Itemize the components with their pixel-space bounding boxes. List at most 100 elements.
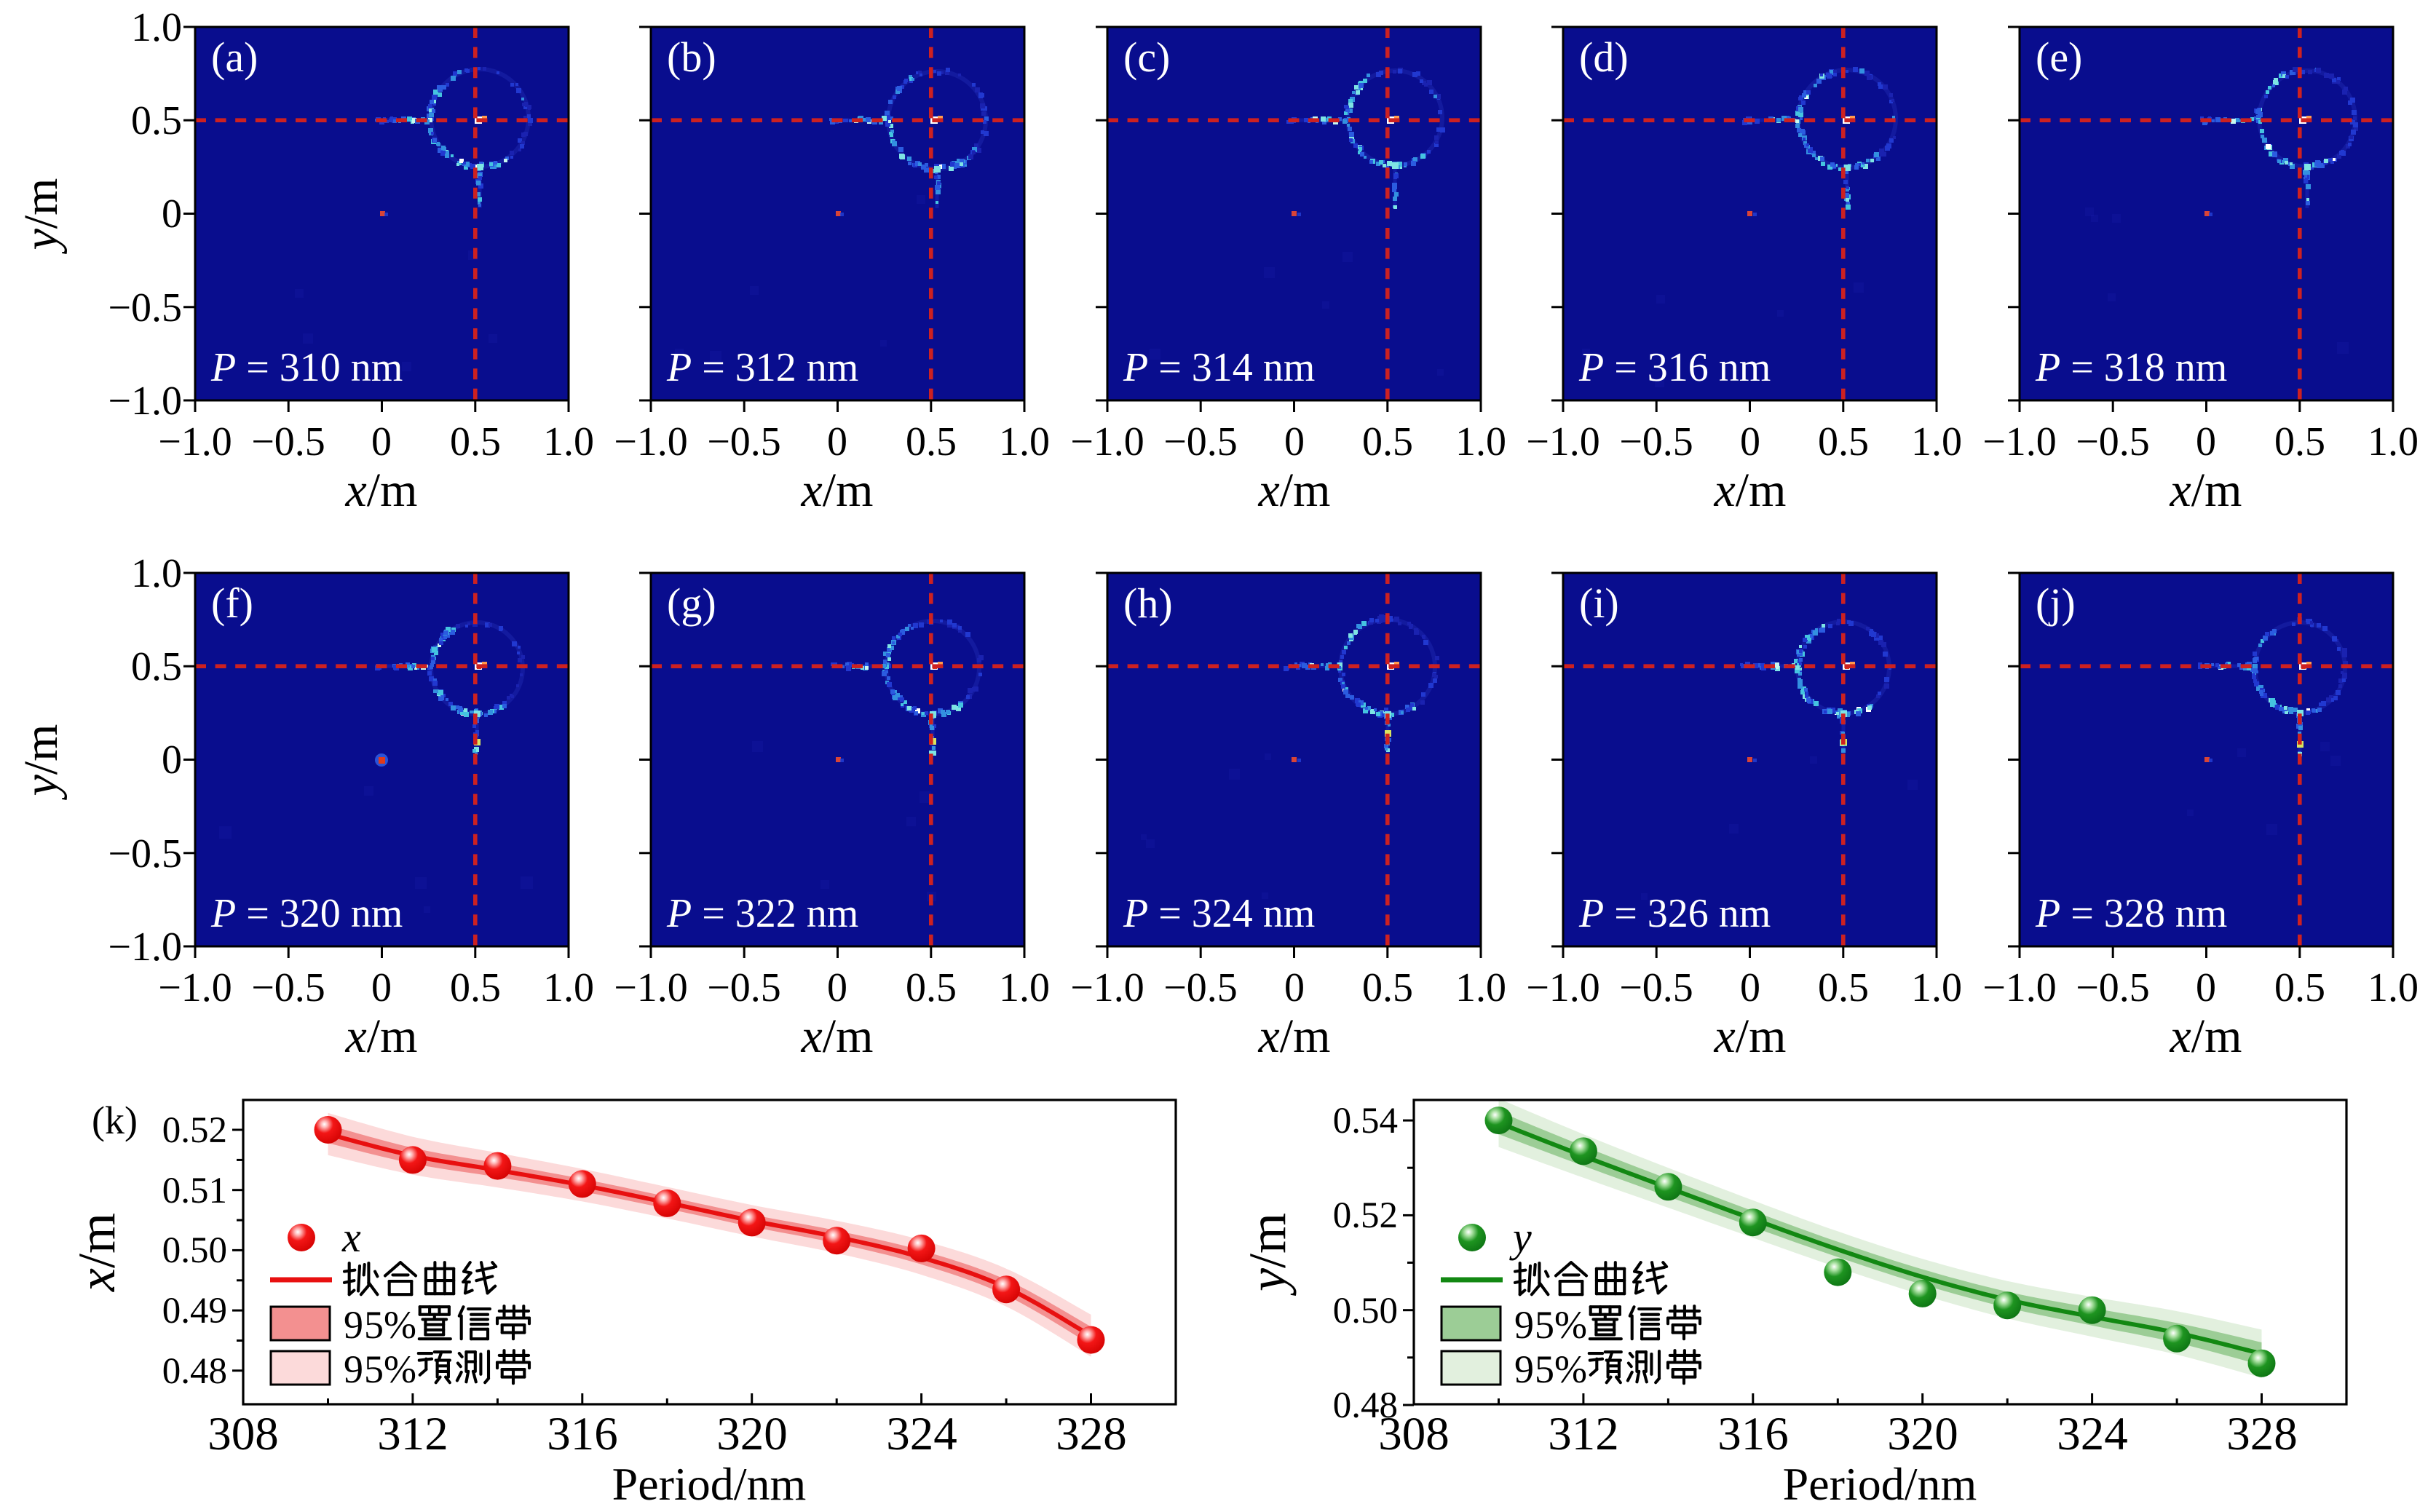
- svg-text:−0.5: −0.5: [707, 965, 781, 1010]
- svg-text:1.0: 1.0: [2368, 965, 2419, 1010]
- svg-text:x/m: x/m: [801, 1010, 874, 1063]
- svg-text:y/m: y/m: [15, 724, 68, 801]
- svg-text:−0.5: −0.5: [707, 419, 781, 464]
- svg-text:P = 318 nm: P = 318 nm: [2035, 345, 2227, 390]
- svg-text:5: 5: [364, 1347, 384, 1391]
- svg-text:y: y: [1509, 1214, 1532, 1261]
- svg-text:P = 324 nm: P = 324 nm: [1123, 891, 1315, 936]
- svg-text:−1.0: −1.0: [1526, 419, 1600, 464]
- svg-text:P = 328 nm: P = 328 nm: [2035, 891, 2227, 936]
- svg-text:0.50: 0.50: [162, 1230, 227, 1271]
- svg-text:Period/nm: Period/nm: [612, 1458, 807, 1510]
- svg-text:312: 312: [377, 1408, 448, 1460]
- svg-text:−1.0: −1.0: [614, 965, 688, 1010]
- svg-text:0: 0: [162, 191, 182, 237]
- svg-text:−1.0: −1.0: [158, 965, 232, 1010]
- svg-text:−1.0: −1.0: [158, 419, 232, 464]
- svg-text:1.0: 1.0: [543, 419, 594, 464]
- svg-text:P = 312 nm: P = 312 nm: [666, 345, 858, 390]
- svg-text:−1.0: −1.0: [108, 379, 182, 424]
- svg-text:1.0: 1.0: [1455, 419, 1506, 464]
- svg-text:316: 316: [547, 1408, 618, 1460]
- svg-text:308: 308: [1378, 1408, 1450, 1460]
- svg-text:(j): (j): [2036, 579, 2076, 627]
- svg-text:5: 5: [1535, 1347, 1554, 1391]
- svg-text:0.52: 0.52: [1333, 1195, 1398, 1236]
- svg-text:x/m: x/m: [68, 1213, 126, 1292]
- svg-text:(e): (e): [2036, 33, 2082, 81]
- svg-text:(d): (d): [1579, 33, 1629, 81]
- svg-text:1.0: 1.0: [999, 965, 1050, 1010]
- svg-text:0: 0: [371, 419, 392, 464]
- svg-text:−0.5: −0.5: [251, 965, 325, 1010]
- svg-text:x/m: x/m: [1258, 1010, 1331, 1063]
- svg-text:−0.5: −0.5: [1163, 419, 1238, 464]
- svg-text:0: 0: [1740, 419, 1760, 464]
- svg-text:0.49: 0.49: [162, 1291, 227, 1331]
- svg-text:−0.5: −0.5: [2076, 965, 2150, 1010]
- svg-text:1.0: 1.0: [999, 419, 1050, 464]
- svg-text:0: 0: [162, 737, 182, 783]
- svg-text:0: 0: [1284, 965, 1305, 1010]
- svg-text:0.5: 0.5: [2274, 965, 2325, 1010]
- svg-text:y/m: y/m: [1238, 1213, 1297, 1297]
- svg-text:(a): (a): [211, 33, 258, 81]
- svg-text:0.48: 0.48: [1333, 1385, 1398, 1426]
- svg-text:9: 9: [344, 1303, 363, 1347]
- svg-text:0.48: 0.48: [162, 1351, 227, 1392]
- svg-text:P = 310 nm: P = 310 nm: [210, 345, 403, 390]
- svg-text:−0.5: −0.5: [2076, 419, 2150, 464]
- svg-text:312: 312: [1548, 1408, 1619, 1460]
- svg-text:0.5: 0.5: [906, 419, 957, 464]
- svg-text:320: 320: [1887, 1408, 1958, 1460]
- svg-text:−1.0: −1.0: [1070, 419, 1144, 464]
- svg-text:0.5: 0.5: [1362, 419, 1413, 464]
- svg-text:−0.5: −0.5: [108, 831, 182, 876]
- svg-text:1.0: 1.0: [1911, 965, 1962, 1010]
- svg-text:x/m: x/m: [1714, 1010, 1787, 1063]
- svg-text:−0.5: −0.5: [1163, 965, 1238, 1010]
- svg-text:x/m: x/m: [2170, 464, 2242, 517]
- svg-text:316: 316: [1717, 1408, 1789, 1460]
- svg-text:1.0: 1.0: [1455, 965, 1506, 1010]
- svg-text:0.54: 0.54: [1333, 1101, 1398, 1141]
- svg-text:0.5: 0.5: [1362, 965, 1413, 1010]
- svg-text:%: %: [1554, 1303, 1587, 1347]
- svg-text:x/m: x/m: [2170, 1010, 2242, 1063]
- svg-text:0.5: 0.5: [1818, 965, 1869, 1010]
- svg-text:0: 0: [2196, 419, 2216, 464]
- svg-text:0: 0: [1740, 965, 1760, 1010]
- svg-text:0.5: 0.5: [1818, 419, 1869, 464]
- svg-text:0: 0: [2196, 965, 2216, 1010]
- svg-text:0.5: 0.5: [2274, 419, 2325, 464]
- svg-text:−0.5: −0.5: [108, 285, 182, 330]
- svg-text:−1.0: −1.0: [1982, 965, 2057, 1010]
- svg-text:P = 316 nm: P = 316 nm: [1578, 345, 1771, 390]
- svg-text:0.5: 0.5: [131, 644, 182, 689]
- svg-text:%: %: [1554, 1347, 1587, 1391]
- svg-text:1.0: 1.0: [131, 5, 182, 50]
- svg-text:1.0: 1.0: [2368, 419, 2419, 464]
- svg-text:1.0: 1.0: [1911, 419, 1962, 464]
- svg-text:324: 324: [2057, 1408, 2128, 1460]
- svg-text:−0.5: −0.5: [1619, 419, 1693, 464]
- svg-text:(b): (b): [667, 33, 716, 81]
- svg-text:%: %: [384, 1347, 416, 1391]
- svg-text:y/m: y/m: [15, 178, 68, 255]
- svg-text:P = 326 nm: P = 326 nm: [1578, 891, 1771, 936]
- svg-text:−0.5: −0.5: [1619, 965, 1693, 1010]
- svg-text:328: 328: [2226, 1408, 2298, 1460]
- svg-text:−1.0: −1.0: [1070, 965, 1144, 1010]
- svg-text:0: 0: [371, 965, 392, 1010]
- svg-text:(i): (i): [1579, 579, 1619, 627]
- svg-text:x: x: [341, 1214, 361, 1261]
- svg-text:x/m: x/m: [1258, 464, 1331, 517]
- svg-text:0: 0: [827, 419, 847, 464]
- svg-text:0.5: 0.5: [906, 965, 957, 1010]
- svg-text:0.52: 0.52: [162, 1110, 227, 1151]
- svg-text:0.5: 0.5: [131, 98, 182, 143]
- svg-text:−1.0: −1.0: [1526, 965, 1600, 1010]
- svg-text:320: 320: [716, 1408, 788, 1460]
- svg-text:(c): (c): [1123, 33, 1170, 81]
- svg-text:324: 324: [886, 1408, 957, 1460]
